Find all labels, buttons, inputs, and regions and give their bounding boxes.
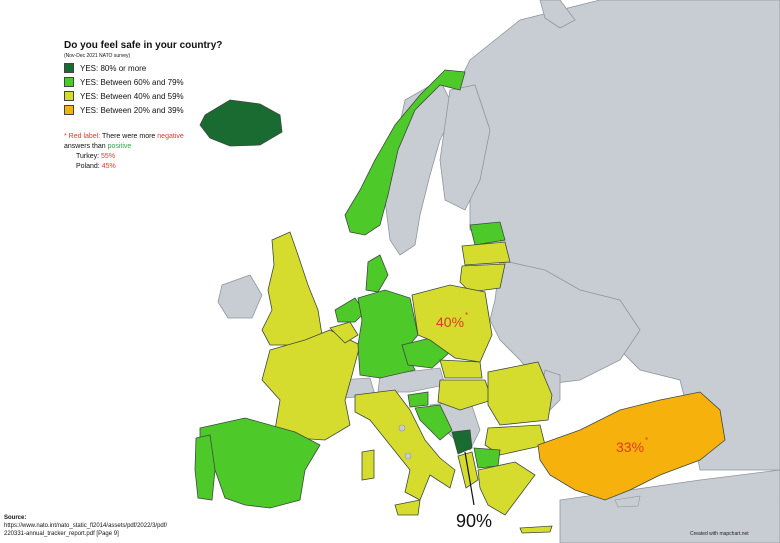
note-star-label: * Red label:	[64, 133, 101, 140]
region-slovakia	[439, 359, 483, 379]
region-malta	[404, 452, 412, 460]
region-island-dot	[398, 424, 406, 432]
region-belgium	[329, 321, 359, 344]
legend-label: YES: Between 40% and 59%	[80, 91, 184, 101]
region-estonia	[469, 221, 506, 246]
note-text2: answers than	[64, 143, 106, 150]
region-romania	[487, 361, 553, 426]
legend-swatch-green	[64, 77, 74, 87]
legend: Do you feel safe in your country? (Nov-D…	[64, 40, 224, 115]
poland-value-label: 40%	[436, 314, 464, 330]
region-turkey	[537, 391, 726, 501]
legend-label: YES: 80% or more	[80, 63, 147, 73]
credit-text: Created with mapchart.net	[690, 531, 749, 537]
region-belarus-ukraine	[489, 259, 641, 386]
note-poland-value: 45%	[101, 163, 116, 170]
region-slovenia	[407, 391, 429, 408]
region-portugal	[194, 434, 216, 501]
source-line1: https://www.nato.int/nato_static_fl2014/…	[4, 523, 168, 529]
legend-item: YES: 80% or more	[64, 63, 224, 73]
non-nato-land	[217, 0, 780, 543]
source-label: Source:	[4, 515, 27, 521]
poland-star: *	[465, 311, 468, 320]
region-sardinia	[361, 449, 375, 481]
note-poland-label: Poland:	[76, 163, 100, 170]
region-montenegro	[451, 429, 473, 455]
legend-item: YES: Between 20% and 39%	[64, 105, 224, 115]
region-germany	[357, 289, 419, 379]
region-bulgaria	[484, 424, 546, 456]
legend-label: YES: Between 60% and 79%	[80, 77, 184, 87]
source-line2: 220331-annual_tracker_report.pdf [Page 9…	[4, 531, 119, 537]
region-croatia	[414, 404, 453, 441]
region-sicily	[394, 499, 421, 516]
region-lithuania	[459, 263, 506, 293]
region-middle-east	[559, 469, 780, 543]
legend-item: YES: Between 40% and 59%	[64, 91, 224, 101]
note-turkey-value: 55%	[101, 153, 116, 160]
turkey-star: *	[645, 436, 648, 445]
red-label-note: * Red label: There were more negative an…	[64, 132, 224, 172]
note-turkey-label: Turkey:	[76, 153, 100, 160]
legend-swatch-orange	[64, 105, 74, 115]
region-finland	[439, 84, 491, 211]
region-latvia	[461, 241, 511, 266]
region-greece	[477, 461, 536, 516]
region-italy	[354, 389, 456, 501]
map-title: Do you feel safe in your country?	[64, 40, 223, 51]
region-denmark	[365, 254, 389, 293]
note-text1: There were more	[102, 133, 156, 140]
region-ireland	[217, 274, 263, 319]
montenegro-value-label: 90%	[456, 511, 492, 531]
turkey-value-label: 33%	[616, 439, 644, 455]
note-negative: negative	[157, 133, 184, 140]
montenegro-callout-line	[464, 451, 475, 506]
legend-swatch-yellow	[64, 91, 74, 101]
source-citation: Source: https://www.nato.int/nato_static…	[4, 514, 167, 538]
legend-swatch-dark-green	[64, 63, 74, 73]
region-iceland	[199, 99, 283, 147]
region-north-macedonia	[473, 447, 501, 469]
map-subtitle: (Nov-Dec 2021 NATO survey)	[64, 53, 131, 59]
legend-label: YES: Between 20% and 39%	[80, 105, 184, 115]
legend-item: YES: Between 60% and 79%	[64, 77, 224, 87]
region-arctic-islands	[539, 0, 576, 29]
region-cyprus	[614, 495, 641, 508]
region-norway	[344, 69, 466, 236]
region-crete	[519, 525, 553, 534]
region-hungary	[437, 379, 493, 411]
note-positive: positive	[107, 143, 132, 150]
region-france	[261, 329, 361, 441]
region-netherlands	[334, 297, 366, 323]
